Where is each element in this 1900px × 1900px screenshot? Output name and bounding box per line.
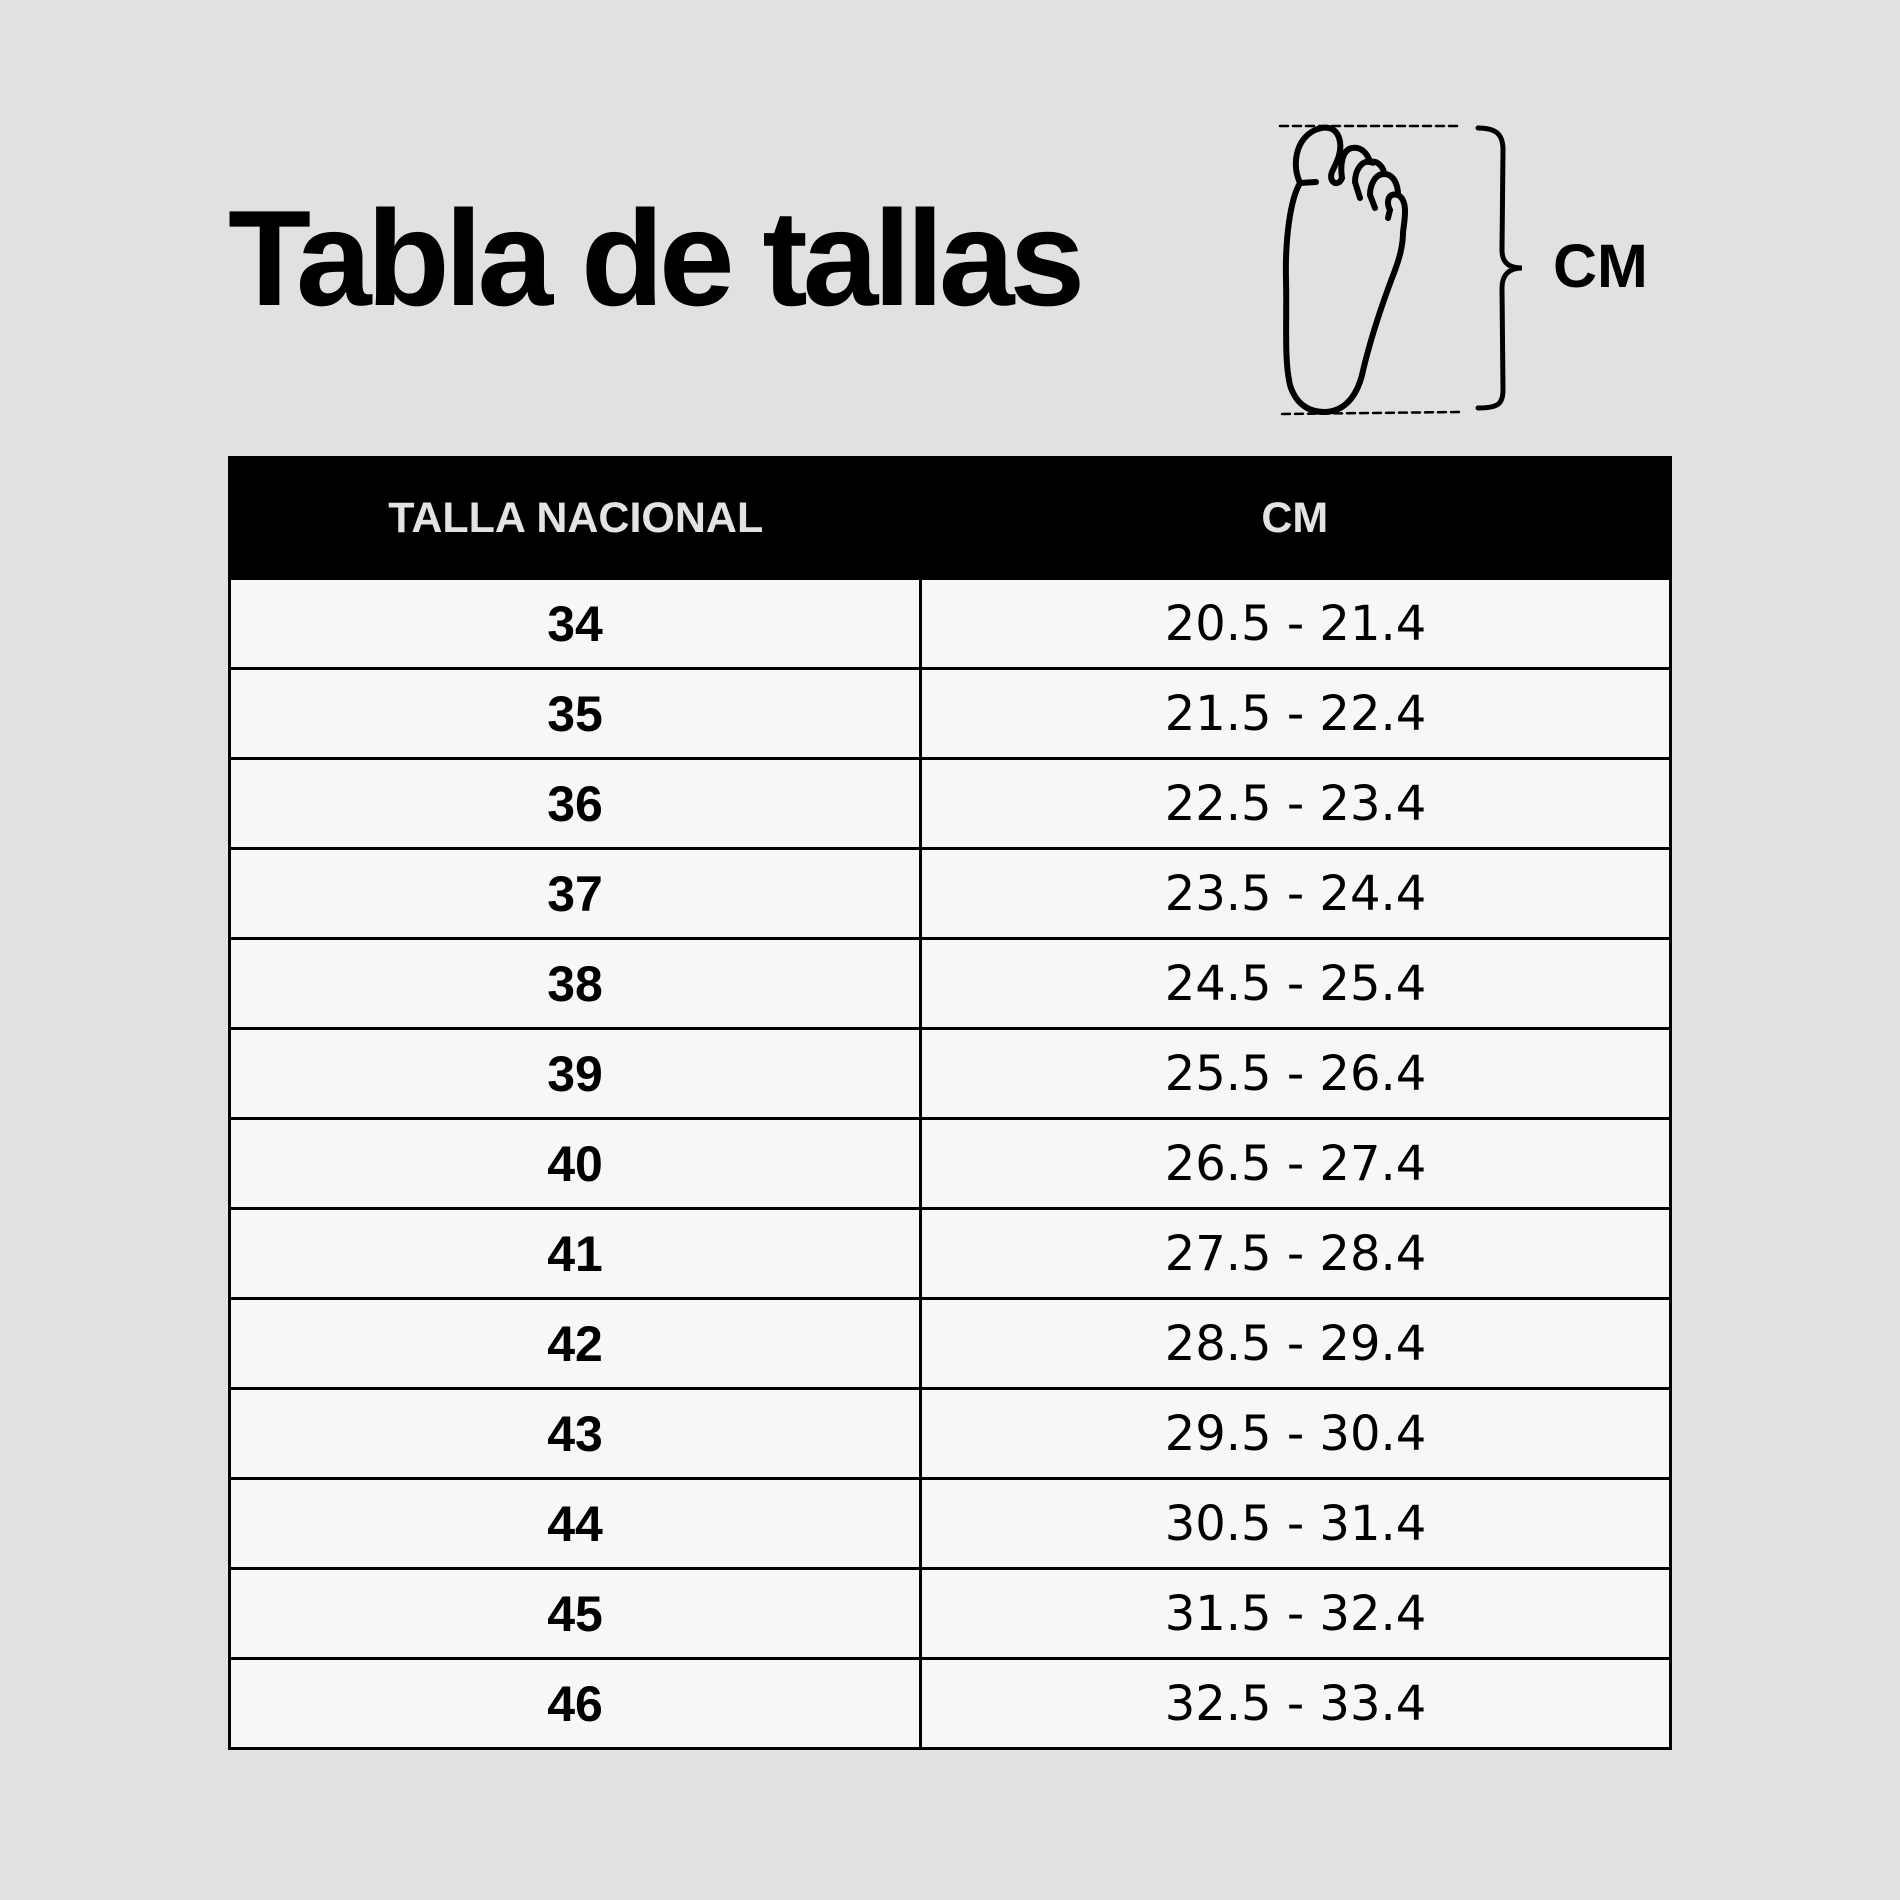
- size-cell: 39: [228, 1027, 922, 1120]
- table-row: 38 24.5 - 25.4: [228, 937, 1672, 1030]
- size-cell: 46: [228, 1657, 922, 1750]
- cm-range-cell: 32.5 - 33.4: [919, 1657, 1672, 1750]
- table-row: 40 26.5 - 27.4: [228, 1117, 1672, 1210]
- page-title: Tabla de tallas: [228, 182, 1085, 334]
- size-cell: 43: [228, 1387, 922, 1480]
- table-row: 46 32.5 - 33.4: [228, 1657, 1672, 1750]
- table-row: 39 25.5 - 26.4: [228, 1027, 1672, 1120]
- table-row: 36 22.5 - 23.4: [228, 757, 1672, 850]
- table-row: 37 23.5 - 24.4: [228, 847, 1672, 940]
- cm-range-cell: 28.5 - 29.4: [919, 1297, 1672, 1390]
- cm-range-cell: 27.5 - 28.4: [919, 1207, 1672, 1300]
- size-cell: 37: [228, 847, 922, 940]
- size-cell: 40: [228, 1117, 922, 1210]
- table-row: 44 30.5 - 31.4: [228, 1477, 1672, 1570]
- size-cell: 44: [228, 1477, 922, 1570]
- table-row: 42 28.5 - 29.4: [228, 1297, 1672, 1390]
- table-row: 34 20.5 - 21.4: [228, 577, 1672, 670]
- cm-range-cell: 31.5 - 32.4: [919, 1567, 1672, 1660]
- size-cell: 36: [228, 757, 922, 850]
- size-cell: 38: [228, 937, 922, 1030]
- size-cell: 42: [228, 1297, 922, 1390]
- size-cell: 45: [228, 1567, 922, 1660]
- cm-range-cell: 20.5 - 21.4: [919, 577, 1672, 670]
- cm-range-cell: 22.5 - 23.4: [919, 757, 1672, 850]
- table-header-row: TALLA NACIONAL CM: [229, 457, 1671, 579]
- table-row: 41 27.5 - 28.4: [228, 1207, 1672, 1300]
- cm-unit-label: CM: [1553, 232, 1648, 300]
- cm-range-cell: 21.5 - 22.4: [919, 667, 1672, 760]
- foot-length-icon: [1278, 124, 1523, 416]
- cm-range-cell: 25.5 - 26.4: [919, 1027, 1672, 1120]
- table-row: 43 29.5 - 30.4: [228, 1387, 1672, 1480]
- header-cm: CM: [920, 457, 1671, 579]
- table-row: 45 31.5 - 32.4: [228, 1567, 1672, 1660]
- cm-range-cell: 24.5 - 25.4: [919, 937, 1672, 1030]
- header-talla-nacional: TALLA NACIONAL: [229, 457, 921, 579]
- size-cell: 35: [228, 667, 922, 760]
- table-row: 35 21.5 - 22.4: [228, 667, 1672, 760]
- cm-range-cell: 30.5 - 31.4: [919, 1477, 1672, 1570]
- cm-range-cell: 23.5 - 24.4: [919, 847, 1672, 940]
- cm-range-cell: 29.5 - 30.4: [919, 1387, 1672, 1480]
- cm-range-cell: 26.5 - 27.4: [919, 1117, 1672, 1210]
- size-cell: 41: [228, 1207, 922, 1300]
- size-cell: 34: [228, 577, 922, 670]
- size-table: TALLA NACIONAL CM 34 20.5 - 21.4 35 21.5 - …: [228, 456, 1672, 1750]
